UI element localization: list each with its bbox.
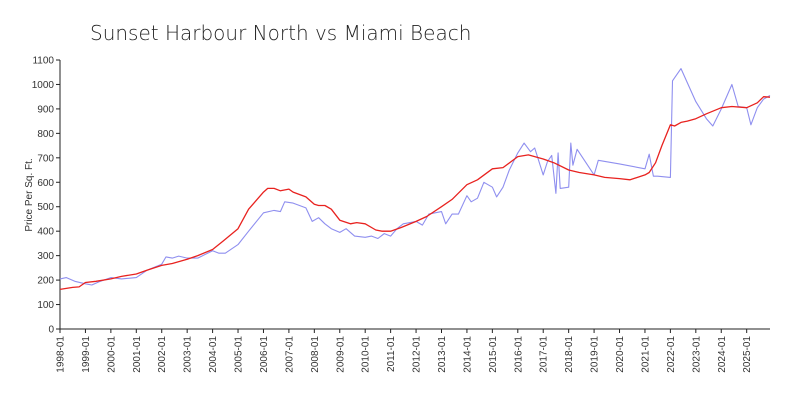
- x-tick-label: 1999-01: [81, 336, 92, 373]
- x-tick-label: 1998-01: [56, 336, 67, 373]
- y-tick-label: 300: [37, 251, 54, 262]
- x-tick-label: 2005-01: [234, 336, 245, 373]
- series-line-blue: [59, 68, 771, 286]
- y-tick-label: 100: [37, 300, 54, 311]
- x-tick-label: 2025-01: [742, 336, 753, 373]
- y-axis-title: Price Per Sq. Ft.: [24, 158, 35, 231]
- x-tick-label: 2016-01: [513, 336, 524, 373]
- x-tick-label: 2004-01: [208, 336, 219, 373]
- x-tick-label: 2015-01: [488, 336, 499, 373]
- x-tick-label: 2018-01: [564, 336, 575, 373]
- x-ticks: 1998-01 1999-01 2000-01 2001-01 2002-01 2003-…: [56, 329, 753, 373]
- y-tick-label: 200: [37, 276, 54, 287]
- y-tick-label: 700: [37, 153, 54, 164]
- y-tick-label: 1000: [32, 80, 55, 91]
- x-tick-label: 2024-01: [717, 336, 728, 373]
- x-tick-label: 2008-01: [310, 336, 321, 373]
- x-tick-label: 2003-01: [183, 336, 194, 373]
- y-tick-label: 800: [37, 129, 54, 140]
- x-tick-label: 2023-01: [691, 336, 702, 373]
- x-tick-label: 2009-01: [335, 336, 346, 373]
- x-tick-label: 2002-01: [157, 336, 168, 373]
- x-tick-label: 2012-01: [412, 336, 423, 373]
- chart-title: Sunset Harbour North vs Miami Beach: [90, 21, 471, 45]
- y-tick-label: 400: [37, 227, 54, 238]
- y-tick-label: 900: [37, 104, 54, 115]
- x-tick-label: 2001-01: [132, 336, 143, 373]
- x-tick-label: 2017-01: [539, 336, 550, 373]
- y-tick-label: 500: [37, 202, 54, 213]
- y-tick-label: 0: [48, 325, 54, 336]
- series-lines: [59, 68, 771, 291]
- x-tick-label: 2007-01: [284, 336, 295, 373]
- axes: [59, 60, 770, 330]
- y-tick-label: 600: [37, 178, 54, 189]
- x-tick-label: 2011-01: [386, 336, 397, 372]
- x-tick-label: 2014-01: [462, 336, 473, 373]
- y-ticks: 0 100 200 300 400 500 600 700 800 900 1000 1100: [32, 56, 60, 336]
- x-tick-label: 2010-01: [361, 336, 372, 373]
- x-tick-label: 2000-01: [106, 336, 117, 373]
- y-tick-label: 1100: [32, 56, 54, 67]
- x-tick-label: 2021-01: [640, 336, 651, 373]
- x-tick-label: 2022-01: [666, 336, 677, 373]
- x-tick-label: 2020-01: [615, 336, 626, 373]
- x-tick-label: 2006-01: [259, 336, 270, 373]
- x-tick-label: 2019-01: [590, 336, 601, 373]
- series-line-red: [59, 96, 771, 291]
- x-tick-label: 2013-01: [437, 336, 448, 373]
